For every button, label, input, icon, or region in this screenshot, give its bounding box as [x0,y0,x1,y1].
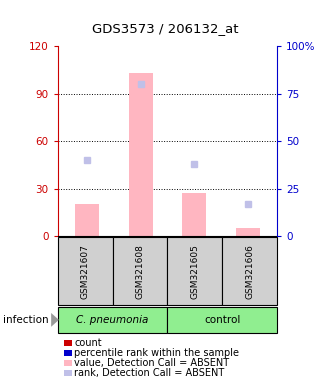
Text: GSM321608: GSM321608 [136,244,145,298]
Text: rank, Detection Call = ABSENT: rank, Detection Call = ABSENT [74,368,224,378]
Bar [182,194,206,236]
Bar [236,228,260,236]
Text: GSM321605: GSM321605 [190,244,199,298]
Text: percentile rank within the sample: percentile rank within the sample [74,348,239,358]
Text: count: count [74,338,102,348]
Text: GSM321606: GSM321606 [245,244,254,298]
Text: infection: infection [3,315,49,325]
Bar [129,73,153,236]
Text: GSM321607: GSM321607 [81,244,90,298]
Bar [75,204,99,236]
Text: value, Detection Call = ABSENT: value, Detection Call = ABSENT [74,358,229,368]
Text: C. pneumonia: C. pneumonia [77,315,149,325]
Text: GDS3573 / 206132_at: GDS3573 / 206132_at [92,22,238,35]
Text: control: control [204,315,241,325]
